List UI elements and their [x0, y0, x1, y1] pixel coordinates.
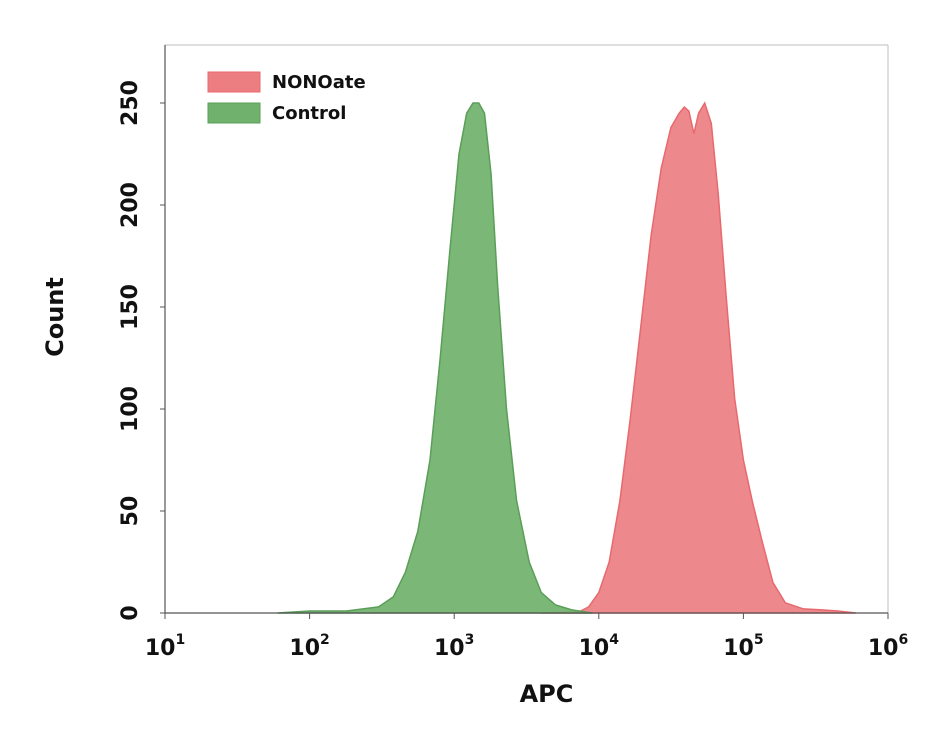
series-area-nonoate: [541, 101, 856, 614]
plot-area: [277, 101, 856, 614]
x-tick-label: 104: [579, 632, 620, 661]
x-axis-label: APC: [520, 680, 574, 708]
x-tick-label: 103: [434, 632, 474, 661]
legend-label-control: Control: [272, 103, 346, 124]
y-tick-label: 0: [118, 605, 143, 620]
y-tick-label: 200: [118, 182, 143, 228]
legend: NONOate Control: [207, 71, 366, 124]
y-tick-label: 250: [118, 80, 143, 126]
legend-swatch-nonoate: [207, 71, 261, 93]
x-tick-label: 102: [289, 632, 329, 661]
y-tick-label: 150: [118, 284, 143, 330]
y-tick-label: 100: [118, 386, 143, 432]
y-tick-label: 50: [118, 496, 143, 527]
axes: 101 102 103 104 105 106 0 50 100 150 200 250: [118, 44, 908, 661]
x-tick-label: 105: [723, 632, 763, 661]
x-tick-label: 106: [868, 632, 908, 661]
x-tick-label: 101: [145, 632, 185, 661]
y-axis-label: Count: [41, 277, 69, 357]
legend-swatch-control: [207, 102, 261, 124]
series-area-control: [277, 102, 593, 614]
legend-label-nonoate: NONOate: [272, 72, 366, 93]
